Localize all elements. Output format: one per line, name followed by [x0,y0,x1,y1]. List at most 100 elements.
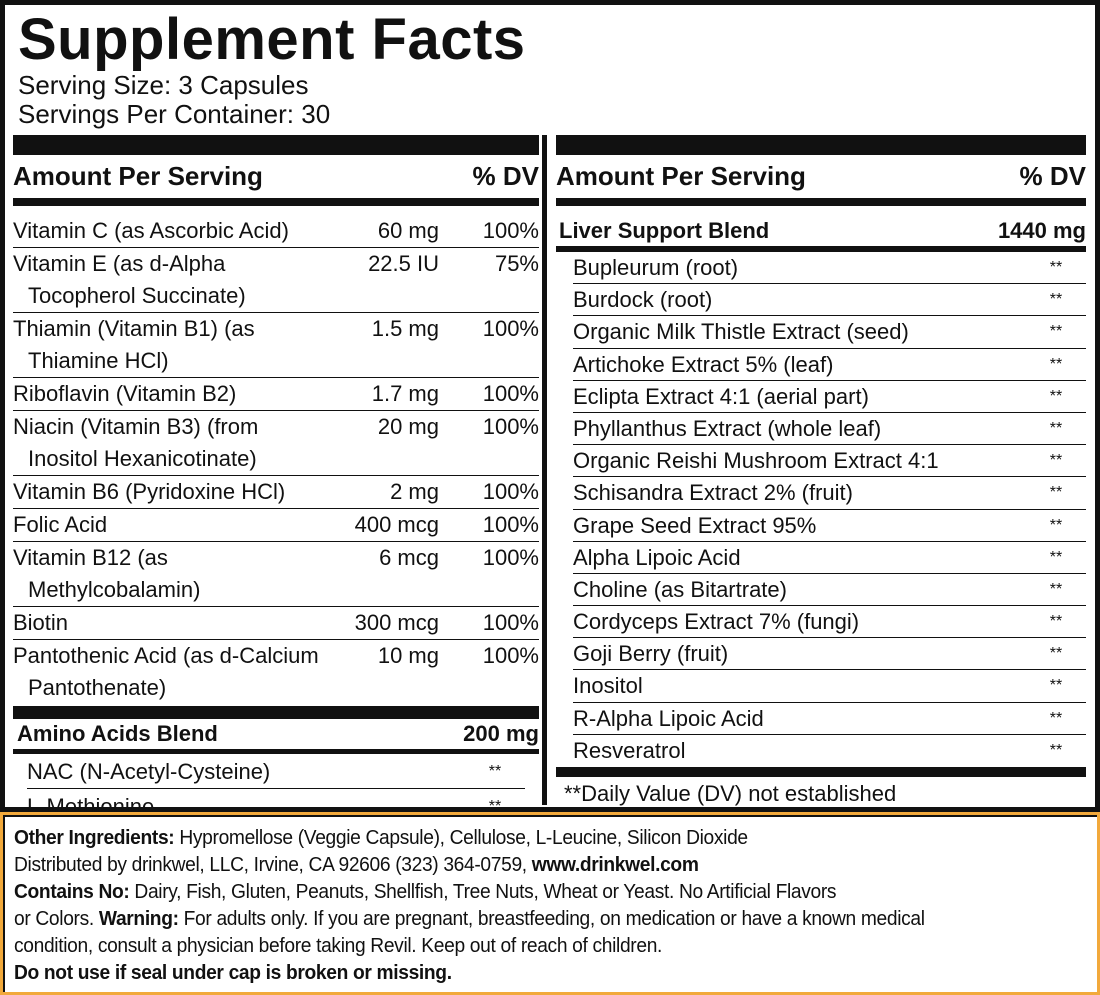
header-bar [13,135,539,155]
amount: 20 mg [377,414,439,439]
servings-per-container: Servings Per Container: 30 [18,99,331,129]
column-divider [542,135,547,805]
item-dv: ** [1049,323,1063,341]
text: Hypromellose (Veggie Capsule), Cellulose… [174,827,748,849]
name-line: Folic Acid [13,512,108,537]
amount: 22.5 IU [368,251,439,276]
bold-text: www.drinkwel.com [531,854,699,876]
blend-item: Eclipta Extract 4:1 (aerial part) ** [573,381,1086,413]
blend-name: Amino Acids Blend [17,721,218,746]
item-name: Inositol [573,673,643,699]
item-dv: ** [1049,613,1063,631]
name-line: Pantothenic Acid (as d-Calcium [13,643,319,668]
text: For adults only. If you are pregnant, br… [178,908,925,930]
blend-item: R-Alpha Lipoic Acid ** [573,703,1086,735]
daily-value: 100% [482,643,539,668]
name-line: Thiamin (Vitamin B1) (as [13,316,255,341]
name-line: Biotin [13,610,69,635]
item-name: Resveratrol [573,737,686,763]
daily-value: 100% [482,316,539,341]
amount: 1.7 mg [371,381,439,406]
footer-bar [556,767,1086,777]
blend-header: Liver Support Blend 1440 mg [556,215,1086,252]
blend-item: Goji Berry (fruit) ** [573,638,1086,671]
nutrient-name: Pantothenic Acid (as d-Calcium Pantothena… [13,640,353,704]
name-line: Thiamine HCl) [28,348,169,373]
blend-header: Amino Acids Blend 200 mg [13,719,539,754]
blend-item: Schisandra Extract 2% (fruit) ** [573,477,1086,510]
bold-text: Other Ingredients: [14,827,175,849]
blend-item: Artichoke Extract 5% (leaf) ** [573,349,1086,381]
footer: Other Ingredients: Hypromellose (Veggie … [0,812,1100,995]
column-header: Amount Per Serving % DV [13,155,539,206]
daily-value: 100% [482,479,539,504]
blend-item: Choline (as Bitartrate) ** [573,574,1086,607]
amount: 10 mg [377,643,439,668]
item-name: Burdock (root) [573,287,713,313]
dv-header: % DV [472,161,539,191]
nutrient-name: Vitamin B6 (Pyridoxine HCl) [13,476,353,508]
title: Supplement Facts [18,7,526,72]
facts-frame [0,0,1100,812]
name-line: Riboflavin (Vitamin B2) [13,381,237,406]
item-name: Goji Berry (fruit) [573,641,729,667]
item-dv: ** [488,798,502,815]
item-name: Alpha Lipoic Acid [573,544,741,570]
name-line: Vitamin B6 (Pyridoxine HCl) [13,479,286,504]
name-line: Vitamin B12 (as [13,545,168,570]
nutrient-row: Niacin (Vitamin B3) (from Inositol Hexani… [13,411,539,476]
item-name: NAC (N-Acetyl-Cysteine) [27,759,271,784]
item-name: Organic Milk Thistle Extract (seed) [573,319,909,345]
name-line: Inositol Hexanicotinate) [28,446,257,471]
blend-item: Bupleurum (root) ** [573,252,1086,285]
item-dv: ** [1049,741,1063,759]
item-dv: ** [1049,419,1063,437]
item-dv: ** [1049,355,1063,373]
nutrient-name: Folic Acid [13,509,353,541]
spacer [556,206,1086,215]
dv-header: % DV [1019,161,1086,191]
name-line: Niacin (Vitamin B3) (from [13,414,259,439]
blend-item: NAC (N-Acetyl-Cysteine) ** [27,754,525,789]
amount-header: Amount Per Serving [13,161,263,191]
blend-item: Resveratrol ** [573,735,1086,766]
amount: 60 mg [377,218,439,243]
blend-item: Alpha Lipoic Acid ** [573,542,1086,574]
name-line: Methylcobalamin) [28,577,201,602]
item-dv: ** [1049,259,1063,276]
blend-item: Organic Reishi Mushroom Extract 4:1 ** [573,445,1086,478]
amount: 2 mg [390,479,439,504]
left-column: Amount Per Serving % DV Vitamin C (as Asco… [13,135,539,823]
name-line: Tocopherol Succinate) [28,283,246,308]
nutrient-row: Vitamin B12 (as Methylcobalamin) 6 mcg 100% [13,542,539,607]
footer-line: Distributed by drinkwel, LLC, Irvine, CA… [14,852,1054,879]
item-name: Choline (as Bitartrate) [573,576,787,602]
dv-note: **Daily Value (DV) not established [564,781,897,806]
footer-line: condition, consult a physician before ta… [14,933,1054,960]
nutrient-row: Pantothenic Acid (as d-Calcium Pantothena… [13,640,539,704]
bold-text: Do not use if seal under cap is broken o… [14,962,452,984]
nutrient-name: Thiamin (Vitamin B1) (as Thiamine HCl) [13,313,353,377]
item-dv: ** [1049,677,1063,695]
item-dv: ** [1049,645,1063,663]
footer-line: or Colors. Warning: For adults only. If … [14,906,1054,933]
bold-text: Contains No: [14,881,130,903]
daily-value: 100% [482,218,539,243]
item-name: Eclipta Extract 4:1 (aerial part) [573,383,869,409]
blend-item: Phyllanthus Extract (whole leaf) ** [573,413,1086,446]
blend-item: Grape Seed Extract 95% ** [573,510,1086,542]
item-name: Phyllanthus Extract (whole leaf) [573,415,882,441]
text: or Colors. [14,908,99,930]
nutrient-row: Vitamin C (as Ascorbic Acid) 60 mg 100% [13,215,539,248]
nutrient-row: Biotin 300 mcg 100% [13,607,539,640]
text: Dairy, Fish, Gluten, Peanuts, Shellfish,… [129,881,837,903]
daily-value: 100% [482,512,539,537]
item-name: Artichoke Extract 5% (leaf) [573,351,834,377]
item-name: Cordyceps Extract 7% (fungi) [573,609,860,635]
amount: 400 mcg [354,512,439,537]
nutrient-row: Vitamin B6 (Pyridoxine HCl) 2 mg 100% [13,476,539,509]
blend-item: Organic Milk Thistle Extract (seed) ** [573,316,1086,349]
name-line: Vitamin C (as Ascorbic Acid) [13,218,289,243]
item-name: R-Alpha Lipoic Acid [573,705,764,731]
